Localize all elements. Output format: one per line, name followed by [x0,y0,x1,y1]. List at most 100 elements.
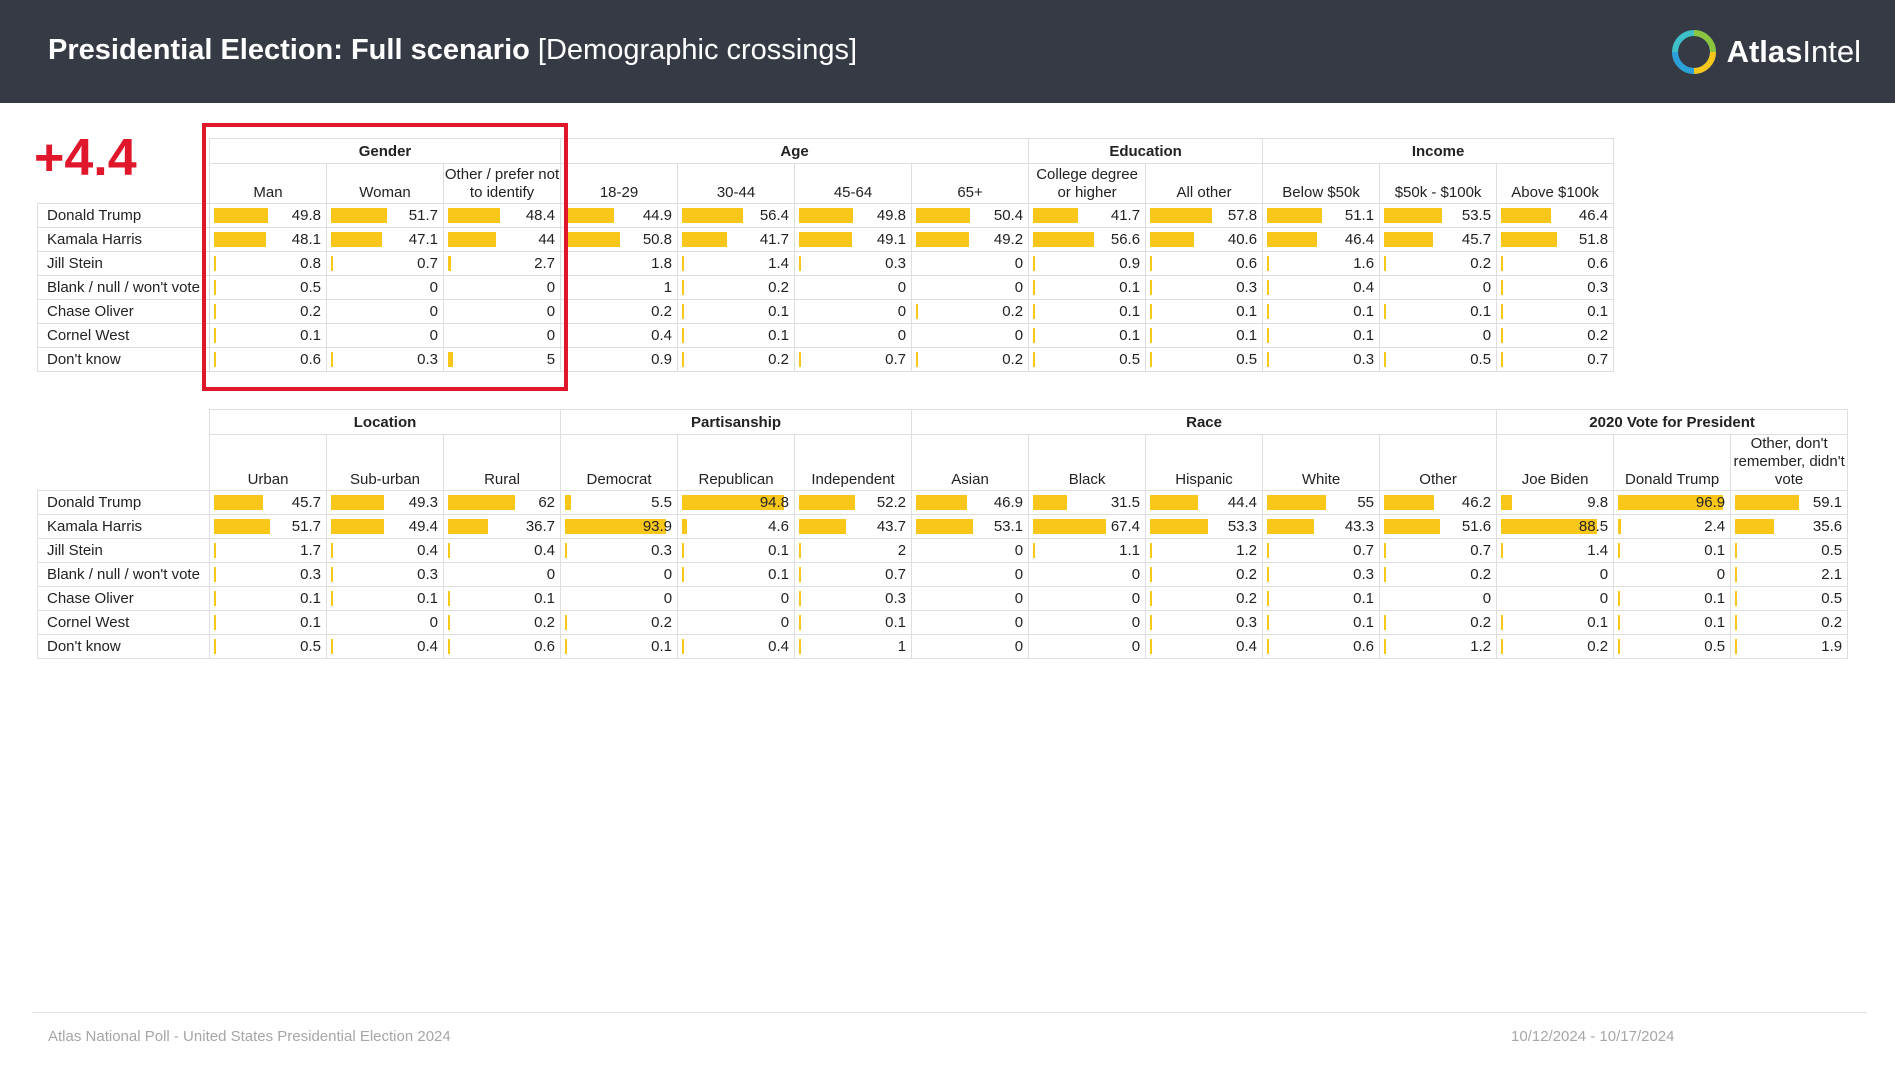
column-header-50k-100k: $50k - $100k [1379,163,1498,204]
value-number: 67.4 [1110,518,1141,535]
value-number: 35.6 [1812,518,1843,535]
column-header-other-don-t-remember-didn-t-vote: Other, don't remember, didn't vote [1730,434,1849,491]
value-cell: 0.1 [1379,299,1498,324]
value-cell: 0 [794,299,913,324]
value-cell: 0.4 [677,634,796,659]
crosstab-table-2: Location Partisanship Race 2020 Vote for Pr… [37,409,1849,659]
value-cell: 0.2 [1496,323,1615,348]
value-cell: 0 [911,562,1030,587]
value-number: 0.3 [1587,279,1609,296]
row-label: Kamala Harris [37,514,210,539]
value-bar [1267,328,1270,343]
value-bar [1150,591,1153,606]
value-bar [1384,567,1387,582]
value-bar [565,519,667,534]
column-header-black: Black [1028,434,1147,491]
value-cell: 0 [911,634,1030,659]
value-number: 46.4 [1578,207,1609,224]
value-cell: 9.8 [1496,490,1615,515]
value-number: 0.7 [1470,542,1492,559]
value-cell: 0.2 [911,299,1030,324]
value-bar [1384,256,1387,271]
value-number: 0 [429,327,438,344]
column-header-college-degree-or-higher: College degree or higher [1028,163,1147,204]
value-bar [1384,615,1387,630]
value-number: 0.2 [768,351,790,368]
value-number: 0 [1599,590,1609,607]
value-cell: 0.7 [1379,538,1498,563]
value-number: 0 [897,279,907,296]
value-cell: 0 [677,610,796,635]
value-bar [1501,280,1504,295]
value-number: 0.1 [534,590,556,607]
value-number: 0.5 [300,638,321,655]
value-number: 0.1 [1119,303,1141,320]
blank-header [38,164,210,204]
value-bar [565,208,614,223]
value-cell: 96.9 [1613,490,1732,515]
value-number: 1.6 [1353,255,1375,272]
value-bar [565,280,568,295]
value-number: 0.1 [1119,327,1141,344]
value-number: 0.2 [300,303,321,320]
value-cell: 0.3 [209,562,327,587]
value-bar [916,495,967,510]
value-bar [214,328,216,343]
value-number: 0.1 [1353,590,1375,607]
value-number: 0.1 [1236,327,1258,344]
value-cell: 2.1 [1730,562,1849,587]
value-cell: 0 [442,323,562,348]
value-cell: 57.8 [1145,203,1264,228]
value-bar [799,256,802,271]
value-bar [214,543,216,558]
group-header-2020-vote-for-president: 2020 Vote for President [1496,409,1849,435]
value-number: 31.5 [1110,494,1141,511]
value-cell: 0.3 [794,251,913,276]
value-number: 0.2 [1236,566,1258,583]
value-bar [1501,495,1512,510]
value-number: 0.3 [1236,614,1258,631]
table-row: Don't know 0.5 0.4 0.6 0.1 0.4 1 0 0 0.4 0.6 1.2 0.2… [37,634,1849,659]
value-number: 43.7 [876,518,907,535]
value-cell: 46.2 [1379,490,1498,515]
value-bar [682,304,685,319]
value-cell: 0.3 [326,347,444,372]
value-cell: 0.6 [1145,251,1264,276]
value-number: 0.3 [885,590,907,607]
value-number: 45.7 [291,494,321,511]
value-cell: 0.1 [560,634,679,659]
value-cell: 45.7 [209,490,327,515]
value-bar [916,352,919,367]
value-number: 0 [546,279,556,296]
value-number: 51.8 [1578,231,1609,248]
header-bar: Presidential Election: Full scenario [De… [0,0,1895,103]
value-bar [799,232,853,247]
value-cell: 0 [1379,323,1498,348]
value-number: 0.2 [1236,590,1258,607]
value-number: 0.5 [1821,542,1843,559]
value-number: 1.7 [300,542,321,559]
value-number: 0.4 [417,638,438,655]
value-bar [799,543,802,558]
value-number: 0.7 [885,351,907,368]
column-header-other: Other [1379,434,1498,491]
value-number: 88.5 [1578,518,1609,535]
value-number: 0.4 [1236,638,1258,655]
value-bar [682,543,685,558]
value-number: 0 [1131,614,1141,631]
value-bar [214,639,216,654]
value-number: 51.7 [291,518,321,535]
value-cell: 51.7 [209,514,327,539]
value-cell: 0.7 [1496,347,1615,372]
value-cell: 1.4 [677,251,796,276]
value-bar [1384,519,1440,534]
value-number: 0.5 [300,279,321,296]
value-number: 0.1 [885,614,907,631]
value-number: 0.1 [1119,279,1141,296]
page-title: Presidential Election: Full scenario [De… [48,34,857,67]
value-cell: 0.6 [1262,634,1381,659]
logo-text: AtlasIntel [1726,34,1861,69]
value-cell: 41.7 [677,227,796,252]
value-number: 0 [1482,279,1492,296]
value-cell: 0.4 [1262,275,1381,300]
